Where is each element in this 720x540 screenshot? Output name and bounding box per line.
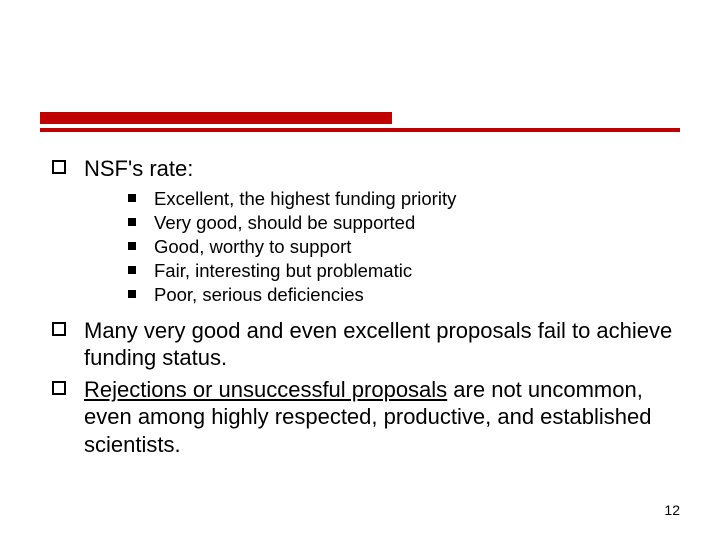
sub-bullet: Fair, interesting but problematic [128, 259, 680, 283]
bullet-text: Rejections or unsuccessful proposals are… [84, 376, 680, 459]
sub-bullet: Good, worthy to support [128, 235, 680, 259]
sub-bullet-text: Poor, serious deficiencies [154, 283, 364, 307]
sub-bullet: Excellent, the highest funding priority [128, 187, 680, 211]
sub-bullet-text: Very good, should be supported [154, 211, 415, 235]
filled-square-icon [128, 194, 136, 202]
sub-bullets: Excellent, the highest funding priority … [128, 187, 680, 307]
filled-square-icon [128, 242, 136, 250]
title-bar-thick [40, 112, 392, 124]
page-number: 12 [664, 502, 680, 518]
sub-bullet: Poor, serious deficiencies [128, 283, 680, 307]
sub-bullet-text: Excellent, the highest funding priority [154, 187, 456, 211]
hollow-square-icon [52, 160, 66, 174]
sub-bullet: Very good, should be supported [128, 211, 680, 235]
bullet-rejections: Rejections or unsuccessful proposals are… [40, 376, 680, 459]
filled-square-icon [128, 218, 136, 226]
bullet-many-proposals: Many very good and even excellent propos… [40, 317, 680, 372]
bullet-text: NSF's rate: [84, 155, 193, 183]
bullet-text: Many very good and even excellent propos… [84, 317, 680, 372]
slide: NSF's rate: Excellent, the highest fundi… [0, 0, 720, 540]
hollow-square-icon [52, 381, 66, 395]
bullet-nsf-rate: NSF's rate: [40, 155, 680, 183]
underlined-text: Rejections or unsuccessful proposals [84, 377, 447, 402]
title-bar-thin [40, 128, 680, 132]
sub-bullet-text: Good, worthy to support [154, 235, 351, 259]
filled-square-icon [128, 290, 136, 298]
sub-bullet-text: Fair, interesting but problematic [154, 259, 412, 283]
content-area: NSF's rate: Excellent, the highest fundi… [40, 155, 680, 462]
hollow-square-icon [52, 322, 66, 336]
filled-square-icon [128, 266, 136, 274]
